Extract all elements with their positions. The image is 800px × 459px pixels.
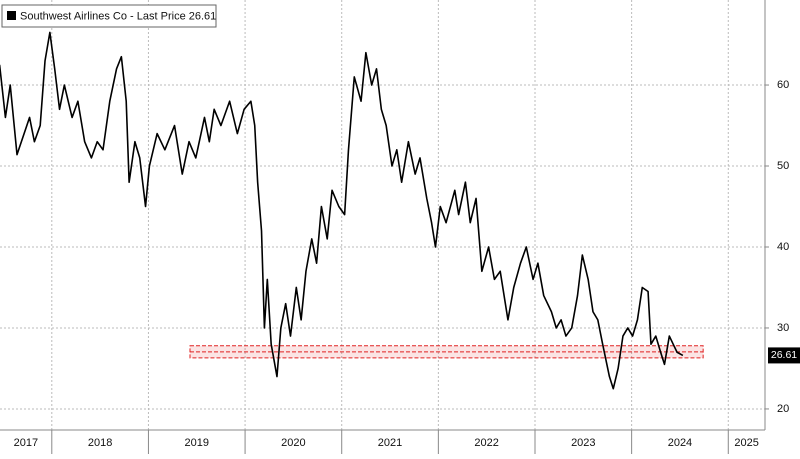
x-tick-label: 2020 xyxy=(281,437,305,449)
y-tick-label: 40 xyxy=(777,241,789,253)
x-tick-label: 2021 xyxy=(378,437,402,449)
y-tick-label: 50 xyxy=(777,160,789,172)
last-price-tag xyxy=(768,347,800,364)
legend-box xyxy=(1,4,217,28)
grid xyxy=(0,0,765,430)
x-tick-label: 2024 xyxy=(668,437,692,449)
y-tick-label: 20 xyxy=(777,403,789,415)
x-tick-label: 2022 xyxy=(474,437,498,449)
last-price-label: 26.61 xyxy=(771,349,797,361)
legend: Southwest Airlines Co - Last Price 26.61 xyxy=(1,4,217,28)
price-line xyxy=(0,31,684,390)
x-tick-label: 2023 xyxy=(571,437,595,449)
legend-label: Southwest Airlines Co - Last Price 26.61 xyxy=(20,10,216,22)
y-tick-label: 60 xyxy=(777,79,789,91)
plot-area xyxy=(0,31,704,390)
legend-swatch xyxy=(7,11,16,20)
x-tick-label: 2018 xyxy=(88,437,112,449)
y-tick-label: 30 xyxy=(777,322,789,334)
x-tick-label: 2017 xyxy=(14,437,38,449)
x-tick-label: 2025 xyxy=(734,437,758,449)
highlight-band xyxy=(189,345,704,359)
x-tick-label: 2019 xyxy=(185,437,209,449)
